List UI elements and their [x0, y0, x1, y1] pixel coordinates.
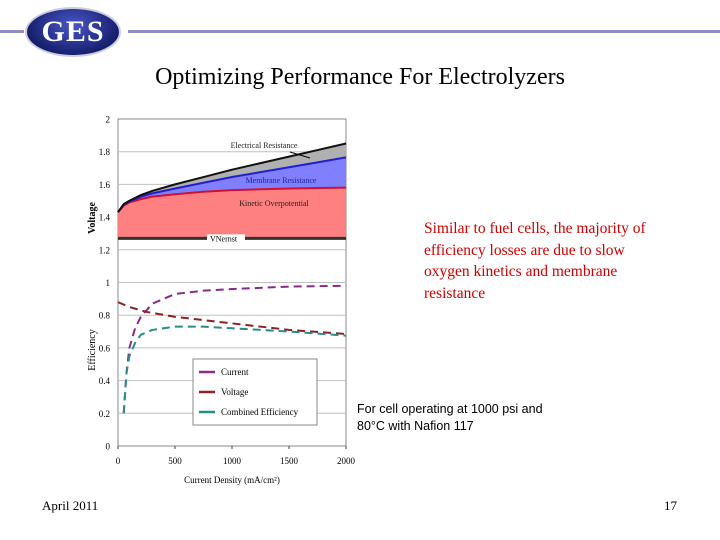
y-tick-label: 0.8 [99, 311, 111, 321]
y-tick-label: 1.2 [99, 245, 110, 255]
y-tick-label: 1 [106, 278, 111, 288]
x-tick-label: 1500 [280, 456, 299, 466]
label-membrane-resistance: Membrane Resistance [246, 176, 317, 185]
ges-logo: GES [27, 9, 119, 55]
x-tick-label: 2000 [337, 456, 356, 466]
area-membrane-resistance [118, 157, 346, 213]
x-tick-label: 500 [168, 456, 182, 466]
series-voltage [117, 301, 347, 335]
note-text: Similar to fuel cells, the majority of e… [424, 220, 646, 302]
nernst-label: VNernst [210, 234, 238, 243]
conditions-line-2: 80°C with Nafion 117 [357, 419, 474, 433]
conditions-line-1: For cell operating at 1000 psi and [357, 402, 543, 416]
label-kinetic-overpotential: Kinetic Overpotential [239, 199, 309, 208]
y-tick-label: 1.4 [99, 213, 111, 223]
x-axis-label: Current Density (mA/cm²) [184, 475, 280, 485]
legend-label-current: Current [221, 367, 249, 377]
y-axis-label-efficiency: Efficiency [87, 329, 98, 370]
y-tick-label: 0.2 [99, 409, 110, 419]
footer-date: April 2011 [42, 498, 99, 513]
y-tick-label: 2 [106, 115, 111, 125]
electrical-arrow [289, 151, 311, 159]
page-number: 17 [664, 498, 677, 513]
header-rule-left [0, 30, 24, 33]
x-tick-label: 1000 [223, 456, 242, 466]
y-tick-label: 0 [106, 442, 111, 452]
legend-label-voltage: Voltage [221, 387, 248, 397]
legend-label-combined-efficiency: Combined Efficiency [221, 407, 299, 417]
label-electrical-resistance: Electrical Resistance [231, 141, 298, 150]
y-tick-label: 1.8 [99, 147, 111, 157]
y-tick-label: 0.4 [99, 376, 111, 386]
nernst-label-bg [207, 234, 245, 243]
y-axis-label-voltage: Voltage [87, 202, 98, 234]
slide-title: Optimizing Performance For Electrolyzers [155, 64, 565, 90]
y-tick-label: 1.6 [99, 180, 111, 190]
series-combined-efficiency [122, 325, 347, 414]
area-electrical-resistance [118, 143, 346, 213]
x-tick-label: 0 [116, 456, 121, 466]
y-tick-label: 0.6 [99, 343, 111, 353]
area-kinetic-overpotential [118, 187, 346, 239]
line-electrical-resistance [117, 142, 347, 213]
conditions-text: For cell operating at 1000 psi and 80°C … [357, 401, 543, 435]
header-rule-right [128, 30, 720, 33]
